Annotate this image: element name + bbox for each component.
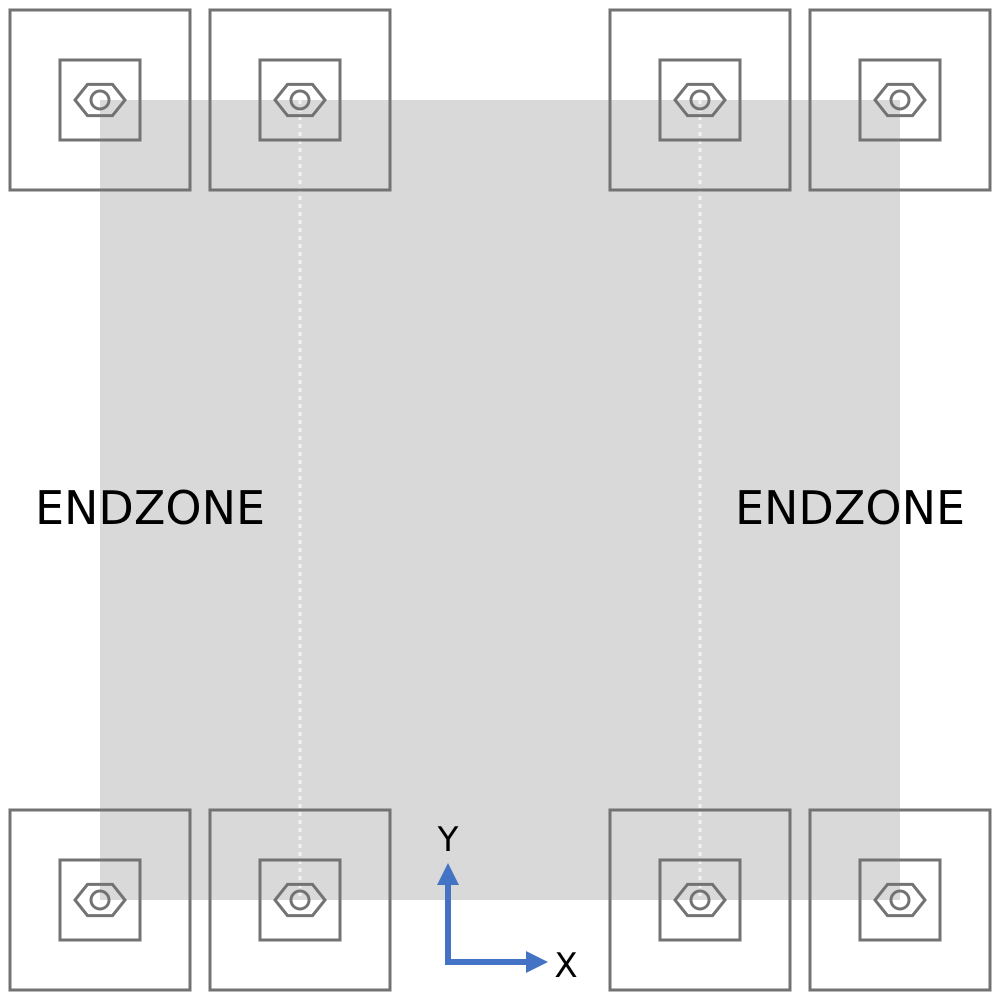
hex-nut-icon — [873, 82, 927, 118]
bolt-hole-icon — [889, 89, 911, 111]
outer-plate — [208, 8, 392, 192]
mount-group — [8, 8, 992, 992]
inner-plate — [858, 858, 942, 942]
playing-field — [100, 100, 900, 900]
hex-nut-icon — [273, 882, 327, 918]
outer-plate — [8, 8, 192, 192]
hex-nut-icon — [73, 882, 127, 918]
x-axis-arrowhead — [526, 951, 548, 973]
bolt-hole-icon — [89, 889, 111, 911]
bolt-hole-icon — [889, 889, 911, 911]
outer-plate — [608, 8, 792, 192]
hex-nut-icon — [873, 882, 927, 918]
mount-bottom-left-inner — [208, 808, 392, 992]
inner-plate — [258, 58, 342, 142]
right-endzone-label: ENDZONE — [735, 481, 965, 535]
mount-top-right-inner — [608, 8, 792, 192]
inner-plate — [658, 858, 742, 942]
outer-plate — [608, 808, 792, 992]
y-axis-label: Y — [437, 820, 459, 860]
bolt-hole-icon — [289, 889, 311, 911]
bolt-hole-icon — [689, 89, 711, 111]
hex-nut-icon — [273, 82, 327, 118]
left-endzone-label: ENDZONE — [35, 481, 265, 535]
inner-plate — [58, 58, 142, 142]
outer-plate — [8, 808, 192, 992]
hex-nut-icon — [673, 882, 727, 918]
outer-plate — [808, 8, 992, 192]
outer-plate — [208, 808, 392, 992]
mount-top-left-outer — [8, 8, 192, 192]
mount-bottom-left-outer — [8, 808, 192, 992]
inner-plate — [858, 58, 942, 142]
y-axis-arrowhead — [437, 863, 459, 885]
axis-indicator: X Y — [437, 820, 578, 986]
inner-plate — [658, 58, 742, 142]
hex-nut-icon — [73, 82, 127, 118]
outer-plate — [808, 808, 992, 992]
inner-plate — [258, 858, 342, 942]
x-axis-label: X — [554, 946, 577, 986]
mount-top-right-outer — [808, 8, 992, 192]
mount-bottom-right-inner — [608, 808, 792, 992]
hex-nut-icon — [673, 82, 727, 118]
bolt-hole-icon — [289, 89, 311, 111]
mount-bottom-right-outer — [808, 808, 992, 992]
bolt-hole-icon — [89, 89, 111, 111]
bolt-hole-icon — [689, 889, 711, 911]
mount-top-left-inner — [208, 8, 392, 192]
inner-plate — [58, 858, 142, 942]
